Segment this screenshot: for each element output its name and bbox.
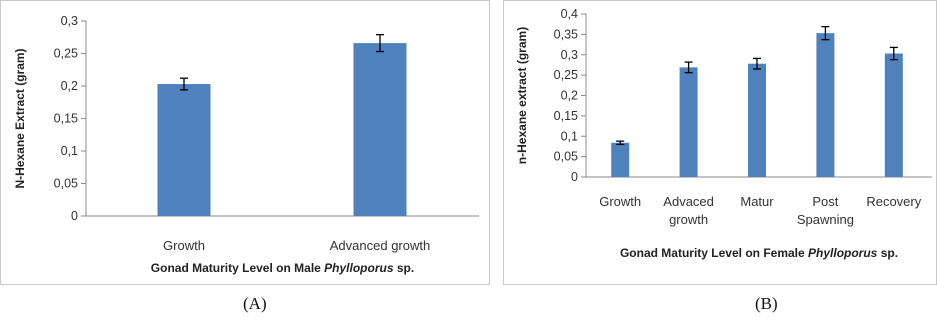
- x-axis-title-part: Gonad Maturity Level on Male: [151, 261, 324, 275]
- y-tick-label: 0,1: [561, 129, 578, 143]
- y-tick-label: 0,3: [561, 48, 578, 62]
- y-tick-label: 0,2: [561, 89, 578, 103]
- x-category-label: Advaced growth: [663, 194, 714, 227]
- bar: [816, 33, 835, 178]
- y-tick-label: 0,05: [54, 177, 78, 191]
- y-tick-label: 0,2: [61, 79, 78, 93]
- y-tick-label: 0,1: [61, 144, 78, 158]
- bar: [748, 63, 766, 178]
- y-tick-label: 0,15: [554, 109, 578, 123]
- x-category-label: Growth: [163, 238, 205, 253]
- x-category-label: Growth: [599, 194, 641, 209]
- x-category-label: Matur: [740, 194, 774, 209]
- y-tick-label: 0,35: [554, 27, 578, 41]
- y-tick-label: 0,4: [561, 7, 578, 21]
- x-axis-title-part: Gonad Maturity Level on Female: [620, 246, 808, 260]
- x-category-label-line: Advaced: [663, 194, 714, 209]
- x-axis-title-part: Phylloporus: [808, 246, 878, 260]
- panel-label-b: (B): [755, 294, 778, 313]
- y-axis-title: N-Hexane Extract (gram): [13, 48, 27, 188]
- y-tick-label: 0,3: [61, 14, 78, 28]
- chart-b-svg: 0 0,05 0,1 0,15 0,2 0,25 0,3 0,35 0,4 Growth Advac…: [515, 7, 932, 260]
- bar: [611, 142, 630, 177]
- y-tick-label: 0,25: [554, 68, 578, 82]
- y-tick-label: 0,25: [54, 47, 78, 61]
- chart-panel-a: 0 0,05 0,1 0,15 0,2 0,25 0,3 Growth Advanced gro…: [0, 0, 490, 285]
- x-category-label-line: growth: [669, 212, 708, 227]
- x-axis-title-part: Phylloporus: [324, 261, 394, 275]
- x-category-label-line: Matur: [740, 194, 774, 209]
- x-axis-title: Gonad Maturity Level on Female Phyllopor…: [620, 246, 898, 260]
- bar: [353, 43, 407, 216]
- chart-a-svg: 0 0,05 0,1 0,15 0,2 0,25 0,3 Growth Advanced gro…: [13, 14, 479, 275]
- x-axis-title-part: sp.: [877, 246, 898, 260]
- x-category-label-line: Spawning: [797, 212, 854, 227]
- y-axis-title: n-Hexane extract (gram): [515, 27, 529, 164]
- x-axis-title-part: sp.: [394, 261, 415, 275]
- x-category-label: Advanced growth: [330, 238, 430, 253]
- y-tick-label: 0: [71, 209, 78, 223]
- y-tick-label: 0,05: [554, 150, 578, 164]
- chart-panel-b: 0 0,05 0,1 0,15 0,2 0,25 0,3 0,35 0,4 Growth Advac…: [503, 0, 937, 285]
- y-tick-label: 0: [571, 170, 578, 184]
- x-category-label: Post Spawning: [797, 194, 854, 227]
- bar: [679, 67, 698, 177]
- x-category-label: Recovery: [866, 194, 921, 209]
- bar: [884, 53, 903, 178]
- x-category-label-line: Post: [812, 194, 838, 209]
- y-tick-label: 0,15: [54, 112, 78, 126]
- bar: [157, 84, 211, 216]
- x-category-label-line: Growth: [599, 194, 641, 209]
- x-axis-title: Gonad Maturity Level on Male Phylloporus…: [151, 261, 414, 275]
- x-category-label-line: Recovery: [866, 194, 921, 209]
- panel-label-a: (A): [243, 294, 267, 313]
